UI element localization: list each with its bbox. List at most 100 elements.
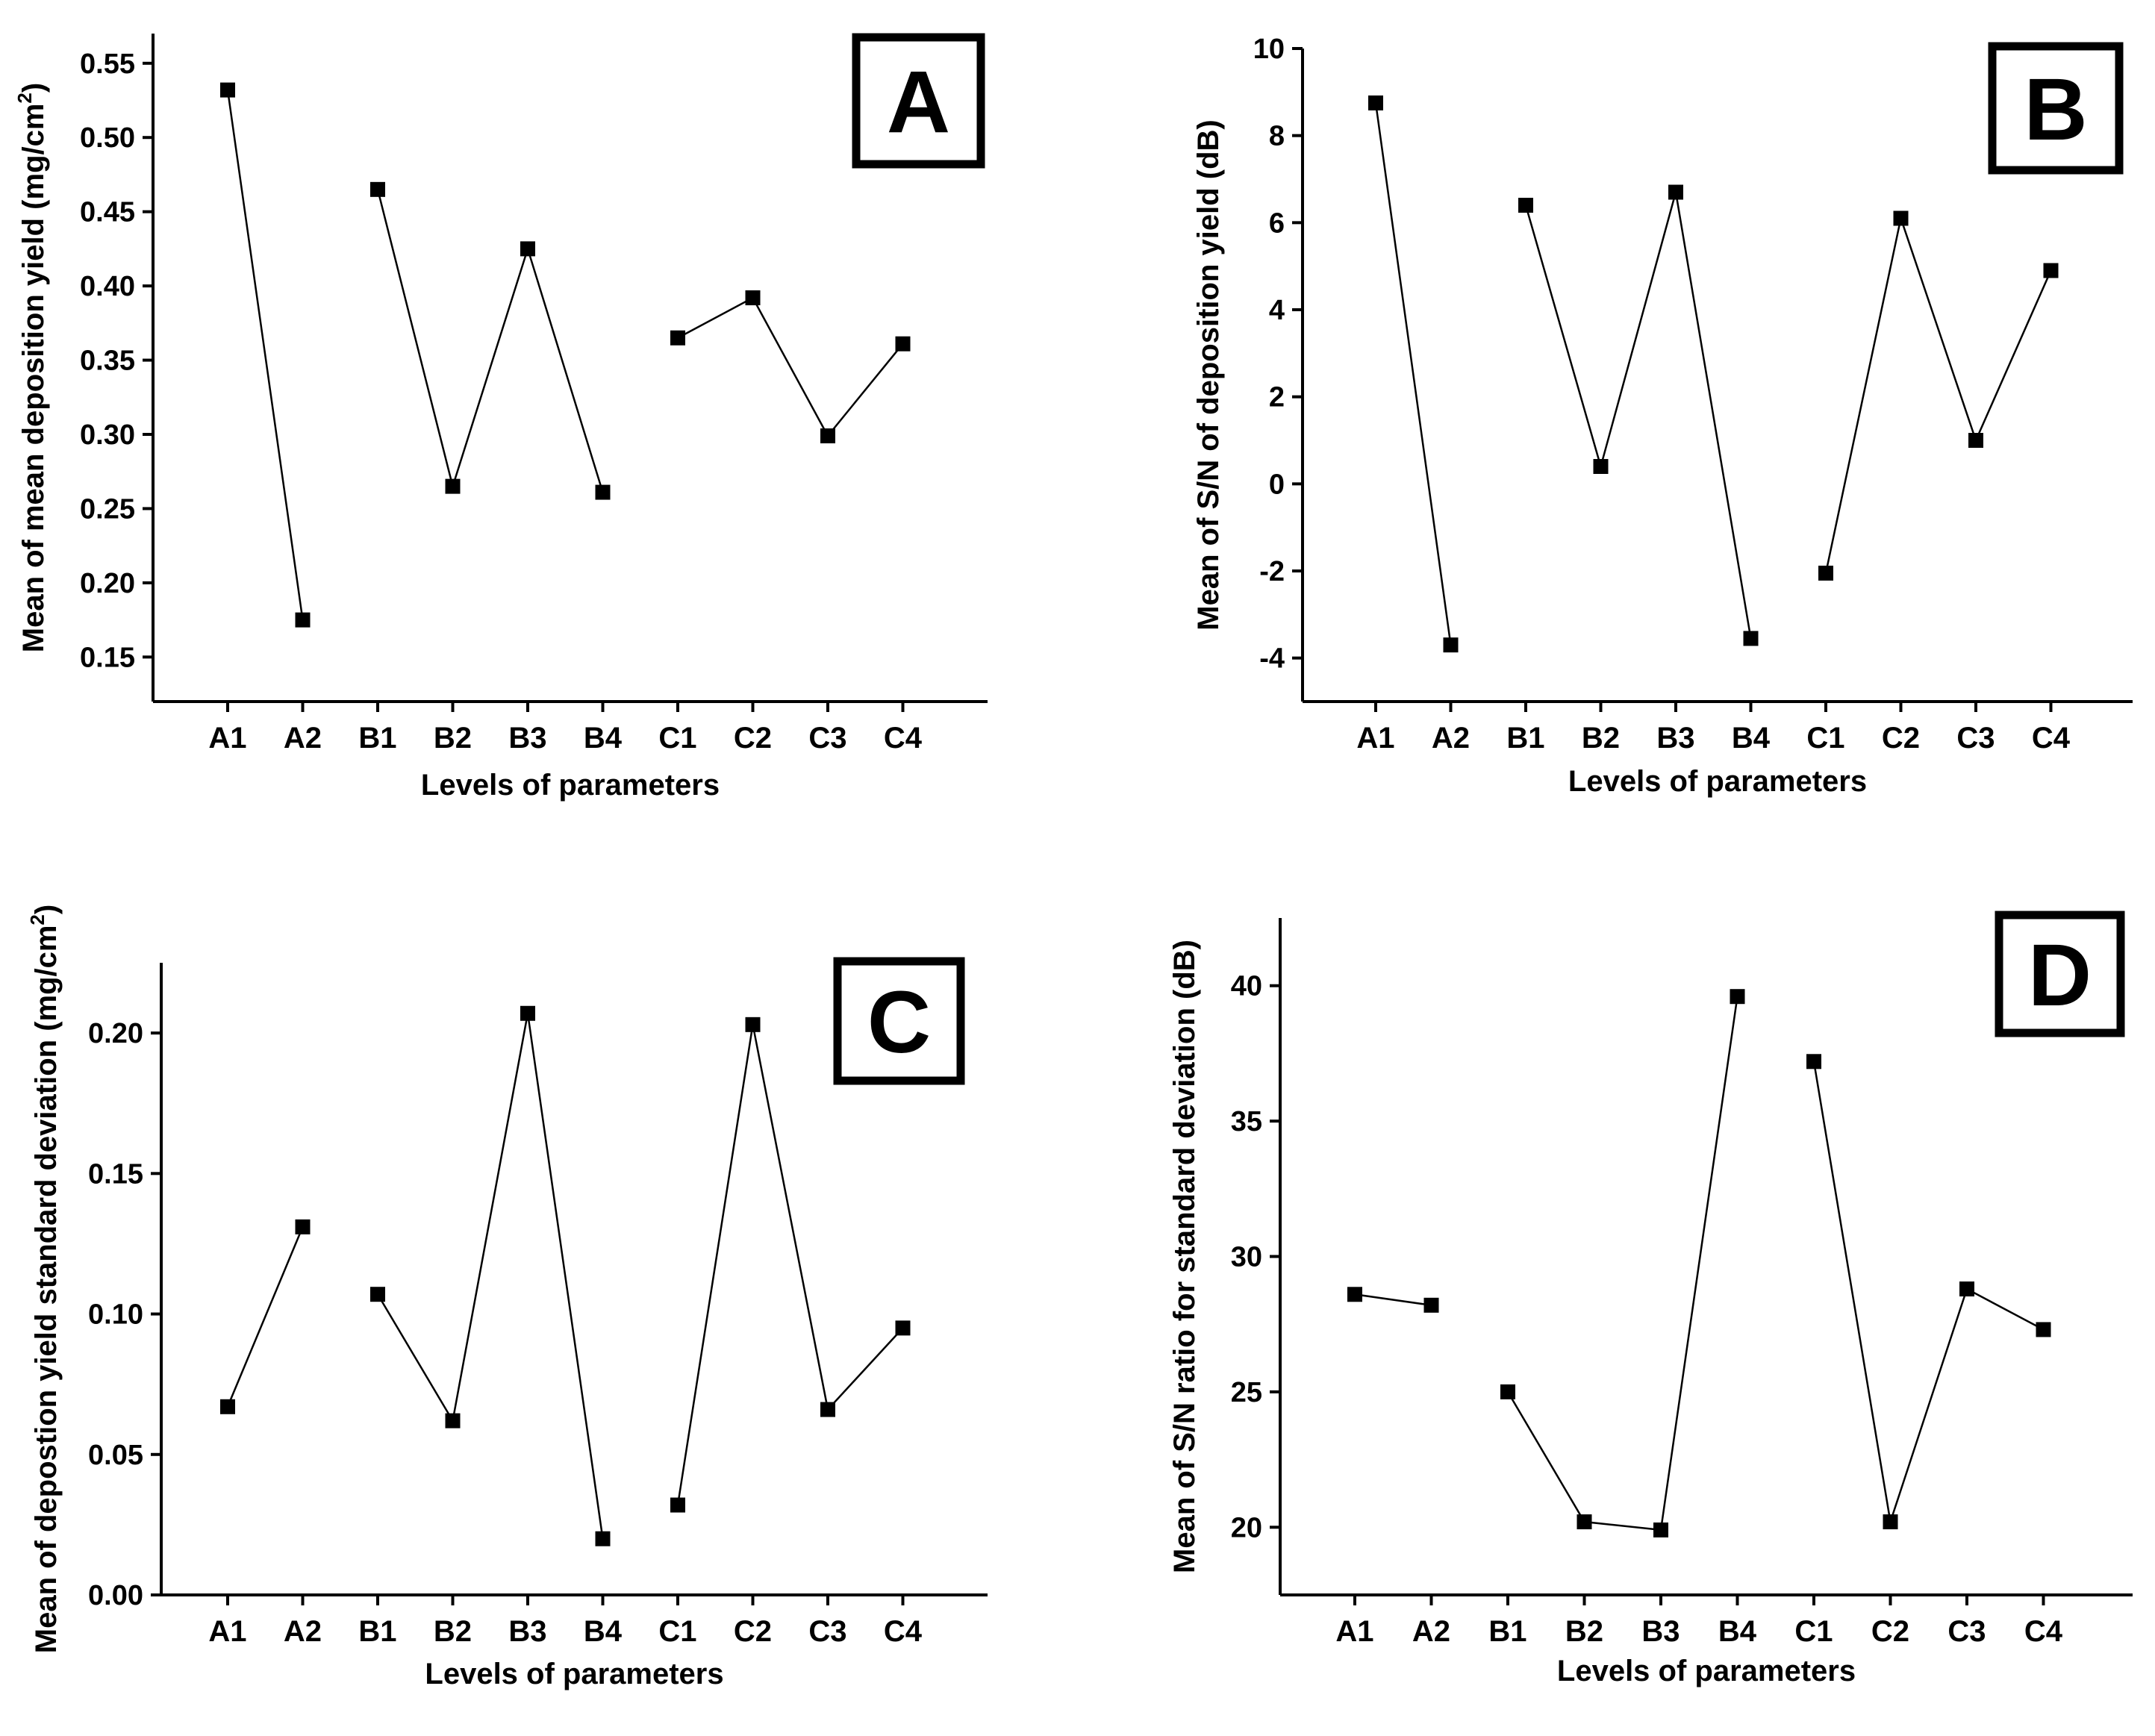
data-point-a2	[1443, 637, 1459, 653]
x-tick-label-b3: B3	[1641, 1615, 1680, 1648]
y-tick-label: 0	[1269, 469, 1285, 500]
y-tick-label: 0.50	[80, 122, 135, 154]
panel-label: D	[2028, 926, 2092, 1025]
data-point-c4	[2043, 263, 2059, 278]
x-tick-label-a2: A2	[284, 722, 322, 755]
y-axis-title-close: )	[17, 83, 50, 93]
y-axis-title-text: Mean of S/N of deposition yield (dB)	[1192, 119, 1225, 630]
series-line-group-2	[376, 1013, 604, 1539]
y-tick-label: 25	[1231, 1377, 1262, 1408]
x-tick-label-b3: B3	[508, 1615, 546, 1648]
y-tick-label: 0.20	[80, 568, 135, 599]
data-point-c2	[745, 1017, 761, 1032]
y-axis-title: Mean of S/N ratio for standard deviation…	[1168, 940, 1201, 1573]
y-tick-label: -4	[1259, 643, 1285, 675]
panel-label-box	[1988, 42, 2124, 175]
series-line-group-3	[1824, 214, 2052, 574]
data-point-b2	[445, 1413, 461, 1429]
x-tick-label-a2: A2	[1432, 722, 1470, 755]
y-tick-label: 20	[1231, 1512, 1262, 1543]
y-axis-title: Mean of mean deposition yield (mg/cm2)	[13, 83, 50, 652]
x-tick-label-a1: A1	[1335, 1615, 1373, 1648]
y-tick-label: 40	[1231, 971, 1262, 1002]
data-point-c4	[895, 1320, 911, 1336]
data-point-b4	[1730, 989, 1745, 1005]
x-tick-label-a2: A2	[1412, 1615, 1450, 1648]
data-point-b3	[1653, 1522, 1668, 1537]
y-tick-label: 30	[1231, 1242, 1262, 1273]
x-tick-label-c2: C2	[734, 1615, 772, 1648]
y-tick-label: 35	[1231, 1106, 1262, 1137]
x-axis-title: Levels of parameters	[1557, 1655, 1856, 1687]
data-point-c3	[1959, 1281, 1974, 1297]
data-point-a1	[1368, 95, 1383, 110]
series-line-group-2	[376, 189, 604, 493]
x-tick-label-c4: C4	[884, 1615, 923, 1648]
x-axis-title: Levels of parameters	[421, 769, 720, 802]
y-axis-title-superscript: 2	[13, 93, 36, 103]
data-point-b4	[595, 1531, 611, 1546]
x-tick-label-b4: B4	[584, 722, 623, 755]
data-point-b4	[595, 484, 611, 500]
y-tick-label: 0.55	[80, 49, 135, 80]
data-point-b3	[520, 1005, 535, 1021]
y-tick-label: 0.20	[88, 1018, 143, 1049]
x-tick-label-b1: B1	[1506, 722, 1544, 755]
data-point-c1	[670, 1497, 685, 1513]
x-tick-label-b2: B2	[434, 722, 472, 755]
x-tick-label-b1: B1	[358, 722, 396, 755]
y-axis-title-text: Mean of mean deposition yield (mg/cm	[17, 104, 50, 653]
x-tick-label-b2: B2	[434, 1615, 472, 1648]
x-tick-label-b2: B2	[1582, 722, 1620, 755]
y-tick-label: 0.30	[80, 419, 135, 451]
data-point-b2	[445, 478, 461, 494]
y-axis-title-superscript: 2	[26, 914, 49, 925]
y-tick-label: 0.05	[88, 1440, 143, 1471]
data-point-b3	[1668, 184, 1683, 200]
y-tick-label: -2	[1259, 556, 1285, 587]
data-point-a1	[220, 82, 235, 98]
series-line-group-3	[677, 296, 904, 438]
x-tick-label-c3: C3	[808, 722, 846, 755]
data-point-b1	[370, 1287, 385, 1302]
y-axis-title: Mean of S/N of deposition yield (dB)	[1192, 119, 1225, 630]
x-tick-label-c1: C1	[658, 1615, 696, 1648]
x-tick-label-b4: B4	[584, 1615, 623, 1648]
x-tick-label-b4: B4	[1718, 1615, 1757, 1648]
series-line-group-1	[226, 90, 304, 620]
data-point-c2	[1893, 210, 1909, 226]
data-point-b1	[1500, 1384, 1515, 1399]
x-tick-label-a2: A2	[284, 1615, 322, 1648]
data-point-a2	[295, 1219, 311, 1234]
series-line-group-2	[1524, 192, 1752, 639]
panel-d: 20 25 30 35 40 A1 A2 B1 B2 B3 B4 C1 C2 C3 C4 Levels of …	[1168, 911, 2133, 1687]
data-point-c4	[895, 336, 911, 352]
series-line-group-3	[1812, 1061, 2045, 1523]
data-point-b2	[1593, 459, 1609, 474]
x-tick-label-c1: C1	[1806, 722, 1844, 755]
x-tick-label-a1: A1	[1356, 722, 1394, 755]
data-point-c2	[1883, 1514, 1898, 1530]
y-tick-label: 2	[1269, 382, 1285, 413]
panel-label-box	[833, 957, 965, 1085]
panel-label: A	[887, 53, 950, 152]
data-point-a1	[1347, 1287, 1362, 1302]
panel-label-box	[852, 33, 985, 169]
x-tick-label-c4: C4	[2024, 1615, 2063, 1648]
y-tick-label: 0.15	[80, 642, 135, 673]
x-tick-label-b1: B1	[1488, 1615, 1526, 1648]
y-tick-label: 0.40	[80, 271, 135, 302]
data-point-a2	[1423, 1297, 1439, 1313]
data-point-c2	[745, 290, 761, 306]
x-tick-label-c1: C1	[1794, 1615, 1833, 1648]
series-line-group-1	[1354, 1293, 1432, 1307]
y-axis-title-close: )	[30, 905, 63, 914]
data-point-b1	[1518, 198, 1533, 213]
panel-label-box	[1995, 911, 2125, 1037]
series-line-group-3	[676, 1024, 904, 1505]
data-point-c1	[1806, 1054, 1821, 1070]
x-tick-label-c1: C1	[658, 722, 696, 755]
